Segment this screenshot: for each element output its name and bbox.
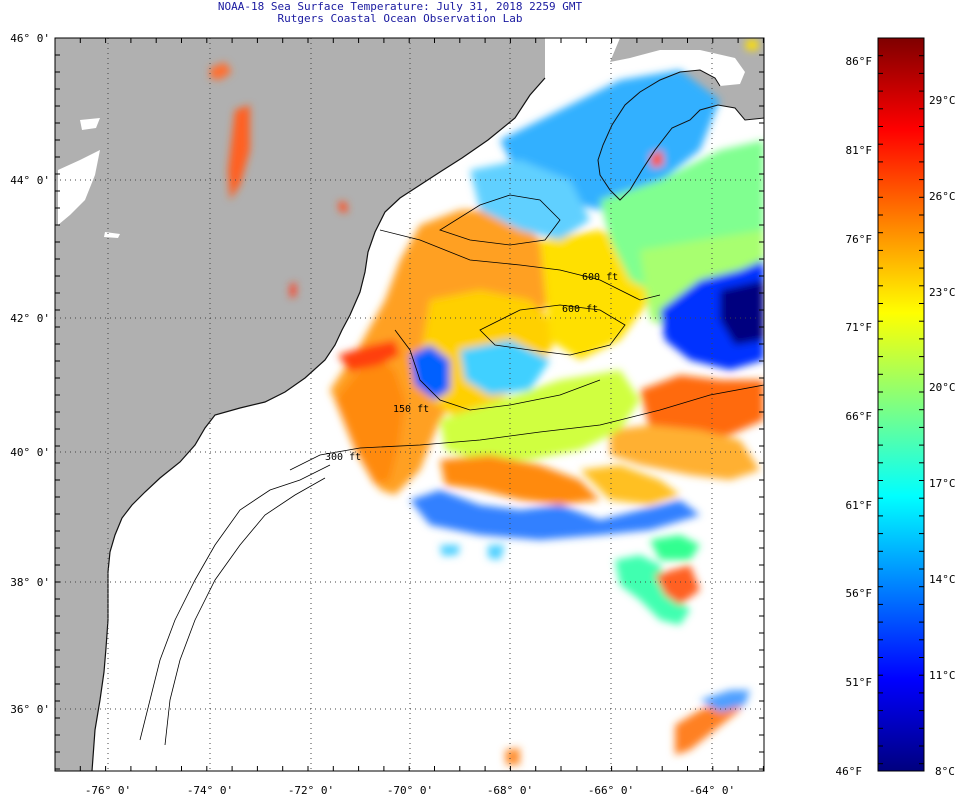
colorbar-f-label: 46°F — [836, 765, 863, 778]
bathymetry-contour — [479, 304, 626, 356]
bathymetry-contour — [164, 477, 326, 746]
colorbar-f-label: 51°F — [846, 676, 873, 689]
colorbar-f-label: 76°F — [846, 233, 873, 246]
graticule — [55, 38, 764, 771]
lake-white — [80, 118, 100, 130]
lon-label: -66° 0' — [588, 784, 634, 797]
bathymetry-contour — [139, 464, 331, 741]
bathymetry-contour — [439, 194, 561, 246]
colorbar-c-label: 14°C — [929, 573, 956, 586]
bathymetry-contour — [379, 229, 661, 301]
lon-label: -68° 0' — [487, 784, 533, 797]
lat-label: 36° 0' — [10, 703, 50, 716]
map-subtitle: Rutgers Coastal Ocean Observation Lab — [277, 12, 523, 25]
contour-label: 600 ft — [562, 304, 598, 315]
colorbar-f-label: 61°F — [846, 499, 873, 512]
lon-label: -70° 0' — [387, 784, 433, 797]
lake-white — [58, 150, 100, 225]
sst-field — [210, 40, 764, 765]
colorbar-f-label: 66°F — [846, 410, 873, 423]
colorbar-ticks — [878, 37, 924, 765]
lon-label: -76° 0' — [85, 784, 131, 797]
lon-label: -64° 0' — [689, 784, 735, 797]
map-ticks — [54, 37, 764, 771]
contour-label: 600 ft — [582, 272, 618, 283]
nova-scotia-coast — [597, 69, 764, 201]
land-mainland — [55, 38, 545, 771]
colorbar-c-label: 29°C — [929, 94, 956, 107]
map-title: NOAA-18 Sea Surface Temperature: July 31… — [217, 0, 583, 13]
colorbar-c-label: 17°C — [929, 477, 956, 490]
colorbar — [877, 37, 925, 772]
lat-label: 38° 0' — [10, 576, 50, 589]
colorbar-f-label: 81°F — [846, 144, 873, 157]
contour-label: 150 ft — [393, 404, 429, 415]
lon-label: -72° 0' — [288, 784, 334, 797]
colorbar-c-label: 26°C — [929, 190, 956, 203]
colorbar-c-label: 20°C — [929, 381, 956, 394]
lat-label: 42° 0' — [10, 312, 50, 325]
contour-label: 300 ft — [325, 452, 361, 463]
colorbar-f-label: 86°F — [846, 55, 873, 68]
bathymetry-contour — [394, 329, 601, 411]
lat-label: 40° 0' — [10, 446, 50, 459]
colorbar-f-label: 71°F — [846, 321, 873, 334]
lat-label: 44° 0' — [10, 174, 50, 187]
colorbar-c-label: 11°C — [929, 669, 956, 682]
lat-label: 46° 0' — [10, 32, 50, 45]
colorbar-c-label: 8°C — [935, 765, 955, 778]
colorbar-c-label: 23°C — [929, 286, 956, 299]
colorbar-f-label: 56°F — [846, 587, 873, 600]
coastline — [91, 77, 546, 771]
lon-label: -74° 0' — [187, 784, 233, 797]
